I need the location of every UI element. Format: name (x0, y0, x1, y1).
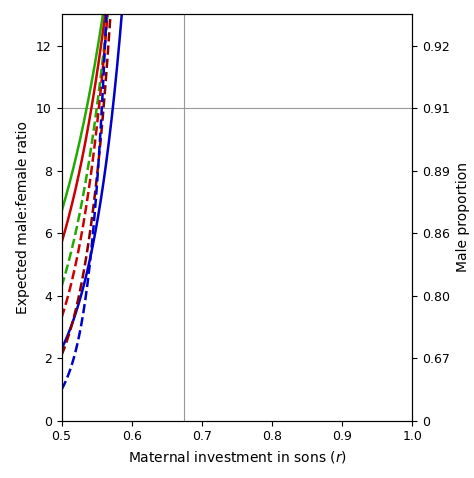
Y-axis label: Expected male:female ratio: Expected male:female ratio (17, 121, 30, 314)
Y-axis label: Male proportion: Male proportion (456, 163, 470, 272)
X-axis label: Maternal investment in sons ($r$): Maternal investment in sons ($r$) (128, 449, 346, 465)
